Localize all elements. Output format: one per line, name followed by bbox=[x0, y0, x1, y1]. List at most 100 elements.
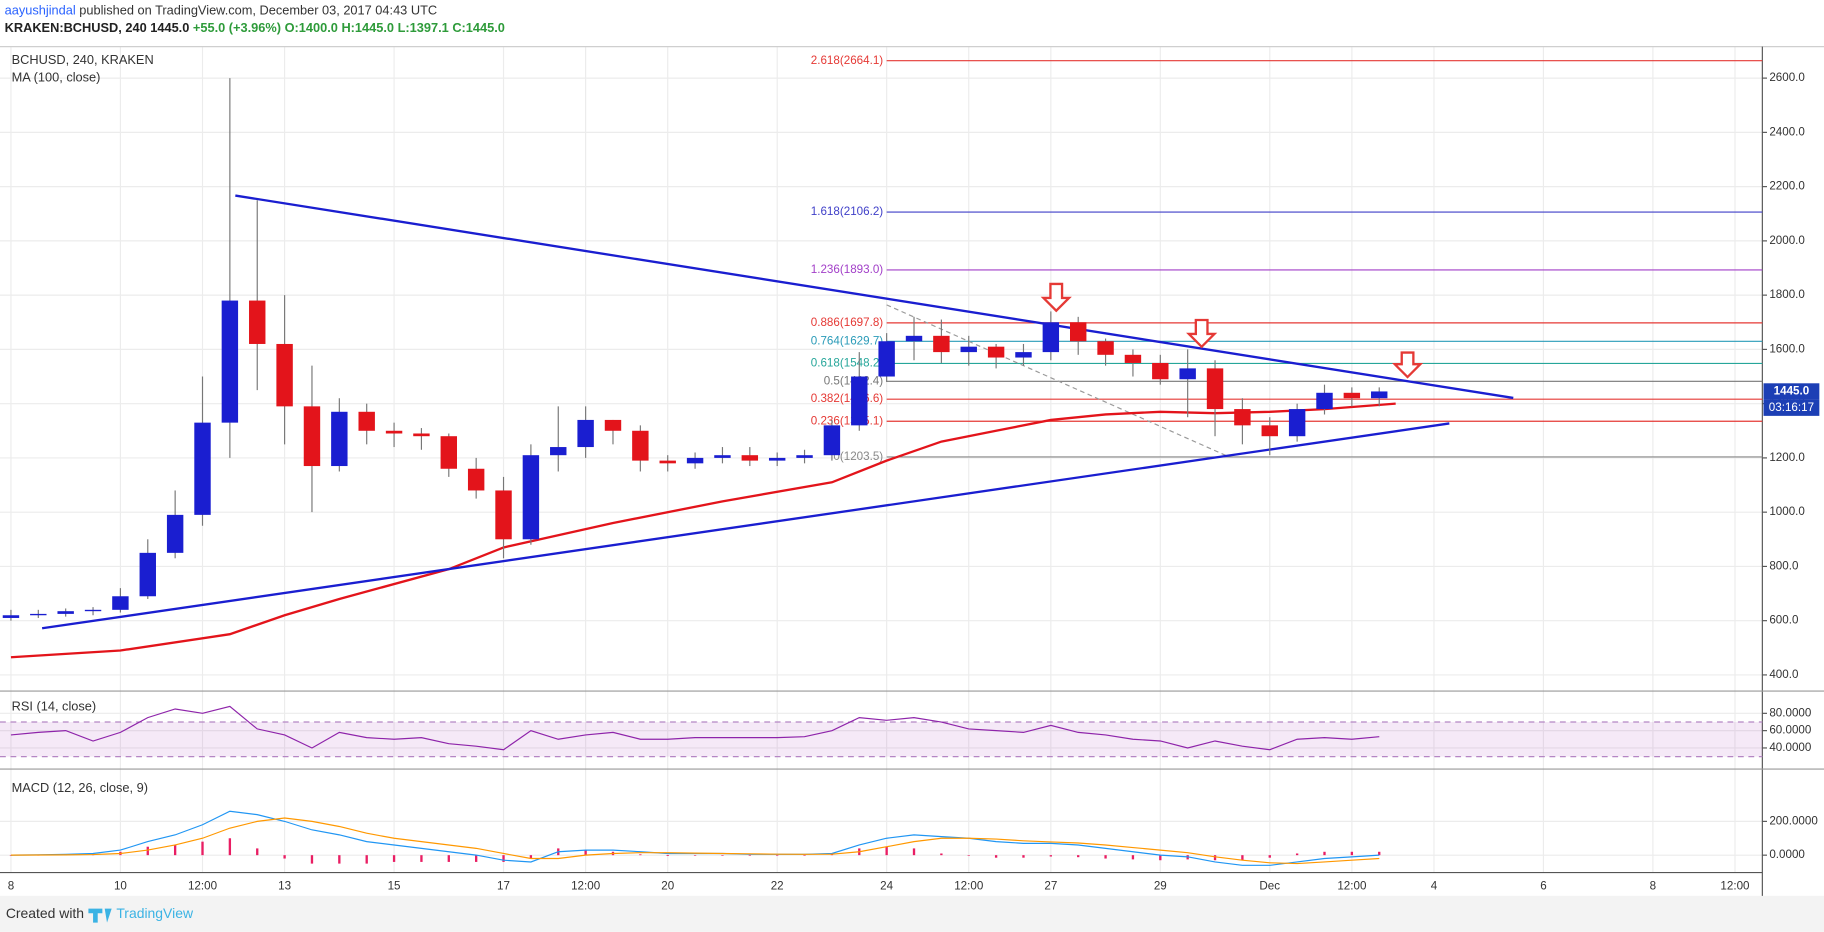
histogram-bar bbox=[885, 846, 888, 856]
fib-label: 0(1203.5) bbox=[833, 450, 883, 463]
candle-body bbox=[30, 613, 47, 616]
histogram-bar bbox=[940, 853, 943, 856]
x-tick-label: Dec bbox=[1259, 880, 1280, 893]
x-tick-label: 4 bbox=[1431, 880, 1438, 893]
histogram-bar bbox=[1378, 851, 1381, 856]
fib-anchor bbox=[886, 304, 1228, 457]
candle-body bbox=[933, 335, 950, 353]
candle-body bbox=[905, 335, 923, 342]
candle-body bbox=[632, 430, 649, 461]
candle-body bbox=[495, 490, 512, 540]
candle-body bbox=[851, 376, 868, 426]
histogram-bar bbox=[1323, 851, 1326, 856]
candle-body bbox=[604, 419, 622, 431]
histogram-bar bbox=[1049, 855, 1053, 857]
histogram-bar bbox=[228, 838, 232, 856]
candle-body bbox=[194, 422, 211, 515]
x-tick-label: 22 bbox=[771, 880, 784, 893]
fib-label: 1.618(2106.2) bbox=[811, 205, 884, 218]
histogram-bar bbox=[830, 854, 834, 856]
countdown-label: 03:16:17 bbox=[1769, 401, 1814, 414]
candle-body bbox=[276, 343, 293, 407]
histogram-bar bbox=[1295, 853, 1299, 856]
fib-label: 0.886(1697.8) bbox=[811, 316, 884, 329]
histogram-bar bbox=[803, 855, 806, 856]
last-price-label: 1445.0 bbox=[1774, 385, 1810, 398]
x-tick-label: 27 bbox=[1044, 880, 1057, 893]
fib-label: 1.236(1893.0) bbox=[811, 263, 884, 276]
candle-body bbox=[112, 596, 129, 610]
candle-body bbox=[987, 346, 1005, 358]
y-tick-label: 60.0000 bbox=[1769, 724, 1812, 737]
y-tick-label: 1200.0 bbox=[1769, 451, 1805, 464]
candle-body bbox=[249, 300, 266, 344]
histogram-bar bbox=[1241, 855, 1244, 861]
y-tick-label: 2600.0 bbox=[1769, 71, 1805, 84]
candle-body bbox=[1152, 362, 1169, 380]
x-tick-label: 10 bbox=[114, 880, 127, 893]
y-tick-label: 80.0000 bbox=[1769, 706, 1812, 719]
arrow bbox=[1391, 351, 1424, 379]
candle-body bbox=[768, 457, 786, 461]
histogram-bar bbox=[1104, 855, 1107, 859]
candle-body bbox=[166, 514, 184, 553]
candle-body bbox=[1042, 322, 1060, 353]
last-price-tag bbox=[1763, 383, 1820, 400]
macd-title: MACD (12, 26, close, 9) bbox=[12, 780, 148, 795]
rsi-line bbox=[10, 705, 1380, 751]
histogram-bar bbox=[474, 855, 478, 862]
candle-body bbox=[878, 341, 895, 377]
histogram-bar bbox=[420, 855, 423, 862]
high: H:1445.0 bbox=[341, 21, 394, 36]
change: +55.0 (+3.96%) bbox=[193, 21, 281, 36]
candle-body bbox=[522, 455, 540, 540]
footer-created: Created with bbox=[6, 905, 84, 921]
candle-body bbox=[84, 609, 102, 612]
histogram-bar bbox=[584, 850, 587, 856]
y-tick-label: 40.0000 bbox=[1769, 741, 1812, 754]
x-tick-label: 12:00 bbox=[1720, 880, 1750, 893]
x-tick-label: 8 bbox=[1650, 880, 1656, 893]
candle-body bbox=[467, 468, 485, 491]
histogram-bar bbox=[994, 855, 998, 858]
x-tick-label: 12:00 bbox=[1337, 880, 1367, 893]
y-tick-label: 600.0 bbox=[1769, 614, 1799, 627]
candle-body bbox=[413, 433, 430, 437]
y-tick-label: 0.0000 bbox=[1769, 848, 1805, 861]
histogram-bar bbox=[1268, 855, 1271, 858]
candle-body bbox=[1179, 368, 1196, 380]
histogram-bar bbox=[1131, 855, 1135, 860]
close: C:1445.0 bbox=[452, 21, 505, 36]
countdown-tag bbox=[1763, 399, 1820, 416]
candle-body bbox=[1288, 409, 1306, 437]
fib-label: 0.618(1548.2) bbox=[811, 357, 884, 370]
rsi-title: RSI (14, close) bbox=[12, 699, 97, 714]
y-tick-label: 800.0 bbox=[1769, 559, 1799, 572]
histogram-bar bbox=[392, 855, 396, 862]
histogram-bar bbox=[639, 854, 642, 856]
histogram-bar bbox=[776, 855, 779, 856]
author[interactable]: aayushjindal bbox=[5, 3, 76, 18]
x-tick-label: 12:00 bbox=[571, 880, 601, 893]
histogram-bar bbox=[338, 855, 341, 864]
histogram-bar bbox=[1022, 855, 1025, 858]
candle-body bbox=[823, 425, 841, 456]
footer-bar bbox=[0, 895, 1824, 932]
candle-body bbox=[221, 300, 239, 423]
low: L:1397.1 bbox=[398, 21, 449, 36]
candle-body bbox=[57, 611, 74, 614]
candle-body bbox=[1371, 391, 1388, 399]
histogram-bar bbox=[256, 848, 259, 856]
y-tick-label: 1800.0 bbox=[1769, 288, 1805, 301]
macd-line bbox=[10, 817, 1380, 865]
footer-brand[interactable]: TradingView bbox=[116, 905, 194, 921]
histogram-bar bbox=[173, 845, 177, 856]
candle-body bbox=[1069, 322, 1087, 342]
trendline bbox=[41, 422, 1450, 630]
y-tick-label: 1000.0 bbox=[1769, 505, 1805, 518]
candle-body bbox=[960, 346, 977, 353]
trendline bbox=[235, 194, 1514, 400]
